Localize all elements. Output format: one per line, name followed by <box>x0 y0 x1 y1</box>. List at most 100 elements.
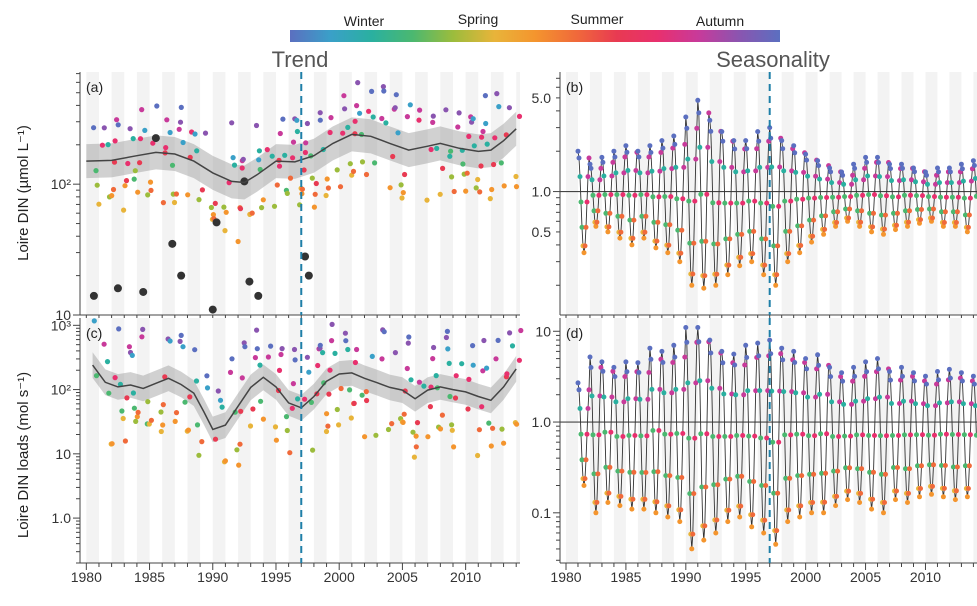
data-point <box>514 421 520 427</box>
seasonal-point <box>656 428 662 433</box>
data-point <box>480 368 486 374</box>
seasonal-point <box>582 476 588 482</box>
data-point <box>459 361 465 367</box>
seasonal-point <box>771 243 777 249</box>
data-point <box>434 145 440 151</box>
seasonal-point <box>858 490 864 496</box>
seasonal-point <box>909 177 914 183</box>
seasonal-point <box>956 399 962 405</box>
data-point <box>274 182 280 188</box>
seasonal-point <box>667 473 673 479</box>
data-point <box>110 186 117 193</box>
seasonal-point <box>835 209 841 215</box>
data-point <box>124 395 130 401</box>
data-point <box>518 327 524 334</box>
data-point <box>320 350 326 356</box>
seasonal-point <box>722 200 728 206</box>
seasonal-point <box>605 229 611 235</box>
seasonal-point <box>851 364 857 370</box>
data-point <box>254 346 260 352</box>
seasonal-point <box>818 195 824 200</box>
seasonal-point <box>584 199 590 205</box>
seasonal-point <box>731 138 737 144</box>
seasonal-point <box>714 517 720 523</box>
seasonal-point <box>885 394 890 400</box>
data-point <box>284 427 290 434</box>
seasonal-point <box>697 378 703 384</box>
seasonal-point <box>817 391 823 397</box>
seasonal-point <box>655 469 661 475</box>
seasonal-point <box>672 141 678 147</box>
seasonal-point <box>618 229 624 235</box>
seasonal-point <box>609 394 615 400</box>
seasonal-point <box>669 390 675 396</box>
seasonal-point <box>621 170 627 176</box>
seasonal-point <box>912 169 917 175</box>
seasonal-point <box>668 431 674 437</box>
seasonal-point <box>932 432 937 438</box>
seasonal-point <box>960 401 966 407</box>
data-point <box>304 120 310 127</box>
data-point <box>242 344 248 350</box>
year-band <box>877 318 890 563</box>
seasonal-point <box>713 530 719 536</box>
seasonal-point <box>829 180 835 186</box>
data-point <box>290 139 297 145</box>
seasonal-point <box>666 503 672 509</box>
data-point <box>449 422 455 428</box>
panel-d: 0.1 1.0 10 1980 1985 1990 1995 2000 2005 2010 (d) <box>532 318 977 585</box>
data-point <box>237 206 244 212</box>
seasonal-point <box>896 194 901 200</box>
seasonal-point <box>860 192 866 198</box>
seasonal-point <box>913 179 918 185</box>
year-band <box>613 318 626 563</box>
seasonal-point <box>673 386 679 392</box>
seasonal-point <box>758 435 764 441</box>
data-point <box>323 192 329 199</box>
x-tick-label: 2010 <box>910 569 941 585</box>
data-point <box>105 142 111 148</box>
seasonal-point <box>698 191 704 197</box>
seasonal-point <box>866 433 872 438</box>
seasonal-point <box>624 369 630 375</box>
seasonal-point <box>579 457 585 463</box>
data-point <box>256 148 262 154</box>
data-point <box>327 367 333 373</box>
data-point <box>425 434 431 440</box>
x-tick-label: 1995 <box>730 569 761 585</box>
data-point <box>455 124 461 130</box>
seasonal-point <box>735 231 741 237</box>
seasonal-point <box>682 141 688 147</box>
year-band <box>901 318 914 563</box>
data-point <box>187 394 193 400</box>
seasonal-point <box>752 198 758 204</box>
seasonal-point <box>777 388 783 394</box>
seasonal-point <box>967 432 973 438</box>
seasonal-point <box>815 352 821 358</box>
seasonal-point <box>862 373 868 379</box>
data-point <box>501 183 507 189</box>
seasonal-point <box>589 177 595 183</box>
trend-line <box>86 128 517 184</box>
seasonal-point <box>600 159 606 165</box>
seasonal-point <box>684 339 690 345</box>
data-point <box>148 417 154 423</box>
data-point <box>400 419 406 425</box>
data-point <box>178 332 184 338</box>
data-point <box>369 88 375 94</box>
seasonal-point <box>668 194 674 200</box>
data-point <box>185 427 191 433</box>
seasonal-point <box>907 466 912 472</box>
seasonal-point <box>900 373 905 379</box>
seasonal-point <box>800 431 806 437</box>
data-point <box>116 326 122 332</box>
seasonal-point <box>722 434 728 439</box>
data-point <box>323 428 330 435</box>
data-point <box>336 422 342 428</box>
seasonal-point <box>586 155 592 161</box>
seasonal-point <box>636 370 642 375</box>
seasonal-point <box>806 433 812 439</box>
seasonal-point <box>740 200 746 206</box>
legend-label-winter: Winter <box>344 13 385 29</box>
data-point <box>363 389 369 395</box>
